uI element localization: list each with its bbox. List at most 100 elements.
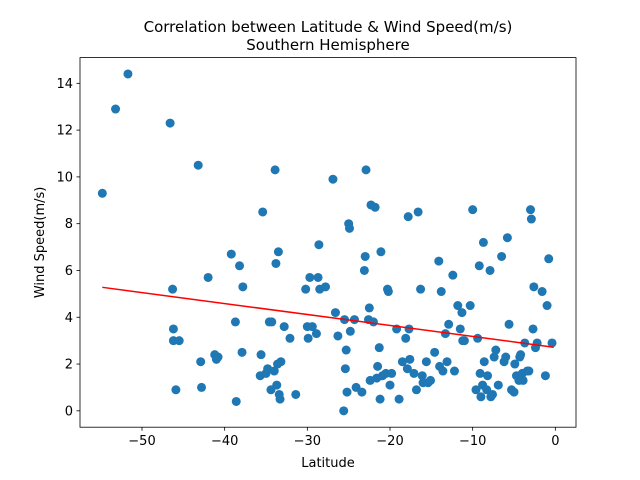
data-point-2 <box>123 69 133 79</box>
data-point-149 <box>518 375 528 385</box>
x-tick-label-5: 0 <box>551 434 559 449</box>
data-point-38 <box>276 357 286 367</box>
data-point-159 <box>537 287 547 297</box>
data-point-54 <box>333 331 343 341</box>
data-point-103 <box>430 347 440 357</box>
data-point-134 <box>491 345 501 355</box>
y-tick-label-6: 12 <box>56 124 73 139</box>
y-tick-label-2: 4 <box>65 311 73 326</box>
data-point-23 <box>256 350 266 360</box>
y-tick-label-3: 6 <box>65 264 73 279</box>
data-point-117 <box>459 336 469 346</box>
y-tick-label-0: 0 <box>65 404 73 419</box>
data-point-120 <box>471 385 481 395</box>
data-point-127 <box>479 357 489 367</box>
data-point-3 <box>165 118 175 128</box>
data-point-110 <box>444 319 454 329</box>
data-point-129 <box>483 371 493 381</box>
data-point-115 <box>457 308 467 318</box>
y-tick-label-5: 10 <box>56 170 73 185</box>
data-point-48 <box>313 272 323 282</box>
data-point-97 <box>416 284 426 294</box>
data-point-135 <box>493 380 503 390</box>
data-point-1 <box>111 104 121 114</box>
data-point-142 <box>509 387 519 397</box>
data-point-139 <box>502 233 512 243</box>
data-point-4 <box>168 284 178 294</box>
data-point-59 <box>342 387 352 397</box>
data-point-87 <box>394 394 404 404</box>
data-point-156 <box>529 282 539 292</box>
x-tick-label-4: −10 <box>459 434 486 449</box>
data-point-147 <box>516 350 526 360</box>
data-point-136 <box>497 251 507 261</box>
data-point-74 <box>370 202 380 212</box>
data-point-37 <box>275 394 285 404</box>
data-point-130 <box>485 265 495 275</box>
data-point-160 <box>540 371 550 381</box>
data-point-46 <box>307 322 317 332</box>
x-axis-ticks: −50 −40 −30 −20 −10 0 <box>128 427 559 449</box>
regression-line <box>102 286 554 348</box>
data-point-58 <box>341 345 351 355</box>
data-point-121 <box>473 333 483 343</box>
data-point-63 <box>349 315 359 325</box>
chart-subtitle: Southern Hemisphere <box>246 36 409 54</box>
data-point-92 <box>404 324 414 334</box>
data-point-55 <box>339 406 349 416</box>
data-point-67 <box>360 251 370 261</box>
data-point-89 <box>401 333 411 343</box>
data-point-21 <box>238 282 248 292</box>
data-point-100 <box>421 357 431 367</box>
y-tick-label-7: 14 <box>56 77 73 92</box>
chart-title: Correlation between Latitude & Wind Spee… <box>144 18 513 36</box>
data-point-154 <box>526 214 536 224</box>
data-point-10 <box>196 357 206 367</box>
data-point-122 <box>474 261 484 271</box>
data-point-112 <box>449 366 459 376</box>
y-axis-label: Wind Speed(m/s) <box>33 187 48 299</box>
axes-frame <box>79 57 577 428</box>
data-point-9 <box>193 160 203 170</box>
regression-line-group <box>102 286 554 348</box>
data-point-52 <box>328 174 338 184</box>
data-point-102 <box>426 375 436 385</box>
data-point-49 <box>314 240 324 250</box>
data-point-104 <box>434 256 444 266</box>
data-point-73 <box>368 317 378 327</box>
data-point-12 <box>203 272 213 282</box>
data-point-106 <box>436 287 446 297</box>
data-point-138 <box>501 352 511 362</box>
data-point-83 <box>383 287 393 297</box>
data-point-18 <box>231 396 241 406</box>
data-point-153 <box>526 205 536 215</box>
data-point-143 <box>510 359 520 369</box>
data-point-39 <box>279 322 289 332</box>
data-point-42 <box>301 284 311 294</box>
data-point-108 <box>440 329 450 339</box>
data-point-132 <box>488 389 498 399</box>
data-point-70 <box>364 303 374 313</box>
data-point-84 <box>385 380 395 390</box>
data-point-88 <box>397 357 407 367</box>
data-point-107 <box>438 366 448 376</box>
data-point-118 <box>465 301 475 311</box>
data-point-44 <box>303 333 313 343</box>
data-point-8 <box>174 336 184 346</box>
data-point-123 <box>475 368 485 378</box>
data-point-31 <box>270 165 280 175</box>
data-point-24 <box>258 207 268 217</box>
data-point-30 <box>269 366 279 376</box>
data-point-20 <box>237 347 247 357</box>
data-point-119 <box>468 205 478 215</box>
x-tick-label-2: −30 <box>294 434 321 449</box>
x-axis-label: Latitude <box>301 456 355 471</box>
data-point-162 <box>544 254 554 264</box>
data-point-40 <box>285 333 295 343</box>
data-point-51 <box>321 282 331 292</box>
data-point-65 <box>357 387 367 397</box>
data-point-76 <box>373 361 383 371</box>
data-point-124 <box>476 392 486 402</box>
y-tick-label-1: 2 <box>65 358 73 373</box>
